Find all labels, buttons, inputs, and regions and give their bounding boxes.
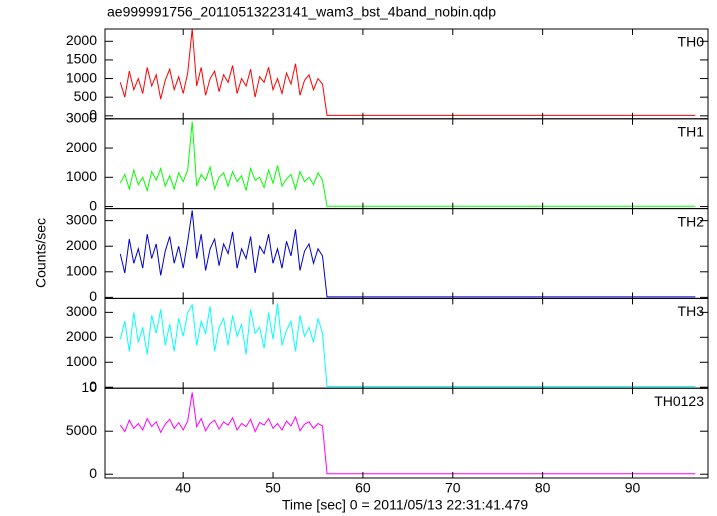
- y-tick-label: 2000: [66, 139, 97, 155]
- y-tick-label: 1000: [66, 353, 97, 369]
- x-tick-label: 70: [445, 480, 461, 496]
- y-tick-label: 1500: [66, 51, 97, 67]
- y-tick-label: 1000: [66, 69, 97, 85]
- y-tick-label: 3000: [66, 211, 97, 227]
- x-tick-label: 40: [175, 480, 191, 496]
- y-tick-label: 2000: [66, 328, 97, 344]
- y-tick-label: 0: [89, 197, 97, 213]
- y-tick-label: 0: [89, 378, 97, 394]
- y-tick-label: 0: [89, 465, 97, 481]
- x-tick-label: 50: [265, 480, 281, 496]
- x-tick-label: 60: [355, 480, 371, 496]
- y-tick-label: 3000: [66, 110, 97, 126]
- y-tick-label: 1000: [66, 262, 97, 278]
- panel-frame: [104, 387, 709, 479]
- y-tick-label: 500: [74, 88, 98, 104]
- panel-label: TH1: [678, 124, 705, 140]
- chart-title: ae999991756_20110513223141_wam3_bst_4ban…: [107, 4, 496, 20]
- series-line: [119, 121, 696, 207]
- panel-label: TH0123: [654, 393, 704, 409]
- series-line: [119, 303, 696, 387]
- panel-frame: [104, 208, 709, 299]
- y-tick-label: 5000: [66, 422, 97, 438]
- panel-frame: [104, 297, 709, 389]
- x-tick-label: 90: [625, 480, 641, 496]
- y-tick-label: 2000: [66, 237, 97, 253]
- y-axis-label: Counts/sec: [33, 218, 49, 288]
- series-line: [119, 210, 696, 298]
- y-tick-label: 0: [89, 288, 97, 304]
- x-axis-label: Time [sec] 0 = 2011/05/13 22:31:41.479: [282, 497, 529, 513]
- y-tick-label: 2000: [66, 32, 97, 48]
- x-tick-label: 80: [535, 480, 551, 496]
- series-line: [119, 392, 696, 475]
- panel-label: TH2: [678, 213, 705, 229]
- y-tick-label: 1000: [66, 168, 97, 184]
- y-tick-label: 0: [89, 107, 97, 123]
- panel-label: TH3: [678, 303, 705, 319]
- series-line: [119, 28, 696, 116]
- y-tick-label: 10: [81, 379, 97, 395]
- y-tick-label: 3000: [66, 303, 97, 319]
- panel-label: TH0: [678, 34, 705, 50]
